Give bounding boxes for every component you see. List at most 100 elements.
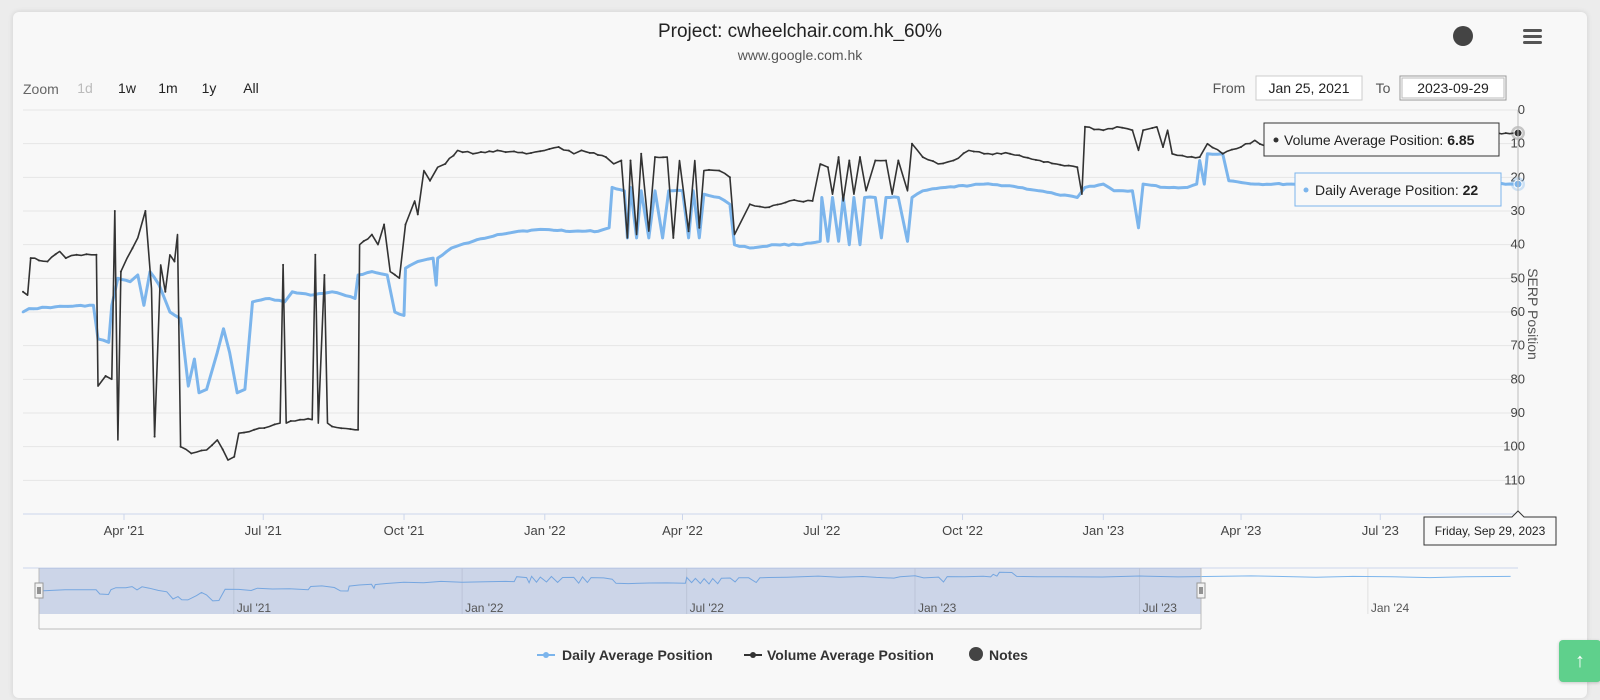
zoom-1m-button[interactable]: 1m bbox=[158, 80, 177, 96]
series-point bbox=[1258, 143, 1261, 145]
series-point bbox=[1059, 163, 1062, 166]
series-point bbox=[1240, 181, 1244, 184]
series-point bbox=[164, 290, 167, 293]
svg-text:Daily Average Position: 22: Daily Average Position: 22 bbox=[1315, 182, 1478, 198]
zoom-1d-button[interactable]: 1d bbox=[77, 80, 93, 96]
series-point bbox=[1265, 182, 1269, 186]
series-point bbox=[1026, 156, 1029, 159]
navigator[interactable]: Jul '21 Jan '22 Jul '22 Jan '23 Jul '23 Jan '… bbox=[23, 567, 1519, 630]
range-from-label: From bbox=[1213, 80, 1246, 96]
series-point bbox=[1162, 146, 1164, 148]
zoom-1w-button[interactable]: 1w bbox=[118, 80, 137, 96]
series-point bbox=[95, 253, 98, 256]
series-point bbox=[131, 247, 134, 250]
series-point bbox=[452, 154, 455, 157]
series-point bbox=[362, 240, 365, 243]
legend-item-volume[interactable]: Volume Average Position bbox=[744, 647, 934, 663]
series-point bbox=[906, 240, 909, 243]
series-point bbox=[483, 236, 487, 240]
range-from-input-box[interactable] bbox=[1255, 75, 1363, 101]
legend-item-notes[interactable]: Notes bbox=[969, 647, 1028, 663]
series-point bbox=[508, 231, 512, 235]
tooltip-volume-label: Volume Average Position: bbox=[1284, 132, 1447, 148]
series-point bbox=[911, 142, 913, 145]
series-point bbox=[1054, 192, 1058, 196]
series-point bbox=[723, 199, 726, 202]
x-tick-label: Jan '22 bbox=[524, 523, 566, 538]
series-point bbox=[1504, 132, 1507, 135]
series-point bbox=[961, 184, 964, 187]
series-point bbox=[892, 195, 896, 199]
series-point bbox=[1121, 126, 1124, 129]
series-point bbox=[416, 213, 419, 216]
series-point bbox=[211, 444, 213, 447]
series-point bbox=[584, 229, 588, 233]
series-point bbox=[995, 183, 999, 186]
hamburger-menu-icon[interactable] bbox=[1518, 21, 1548, 49]
series-point bbox=[935, 187, 938, 190]
navigator-mask[interactable] bbox=[39, 568, 1201, 614]
series-point bbox=[874, 196, 877, 199]
series-point bbox=[837, 156, 840, 159]
series-point bbox=[32, 307, 35, 311]
zoom-all-button[interactable]: All bbox=[243, 80, 259, 96]
series-point bbox=[153, 276, 156, 280]
series-point bbox=[962, 152, 965, 155]
series-point bbox=[874, 159, 877, 162]
series-point bbox=[253, 428, 256, 431]
series-point bbox=[1181, 154, 1184, 157]
series-point bbox=[863, 196, 866, 199]
series-point bbox=[1067, 164, 1070, 167]
series-point bbox=[1150, 184, 1153, 187]
series-point bbox=[242, 431, 245, 434]
series-point bbox=[811, 199, 814, 202]
series-point bbox=[640, 152, 643, 155]
x-tick-label: Oct '21 bbox=[384, 523, 425, 538]
range-from-input[interactable]: Jan 25, 2021 bbox=[1269, 80, 1350, 96]
series-point bbox=[551, 228, 555, 232]
series-point bbox=[450, 246, 453, 250]
series-point bbox=[1211, 153, 1214, 156]
navigator-handle-left[interactable] bbox=[34, 582, 44, 599]
series-point bbox=[1112, 189, 1116, 193]
series-point bbox=[1121, 189, 1125, 193]
crosshair-x-label: Friday, Sep 29, 2023 bbox=[1423, 510, 1557, 546]
series-point bbox=[426, 257, 430, 261]
series-point bbox=[654, 156, 656, 159]
series-point bbox=[190, 452, 193, 455]
series-line bbox=[22, 152, 1518, 395]
series-point bbox=[793, 199, 796, 201]
series-point bbox=[461, 151, 464, 154]
series-point bbox=[885, 159, 887, 162]
notes-dot-icon[interactable] bbox=[1453, 26, 1473, 46]
series-point bbox=[1171, 152, 1174, 155]
series-point bbox=[560, 228, 563, 232]
scroll-to-top-button[interactable]: ↑ bbox=[1559, 640, 1600, 682]
series-point bbox=[314, 253, 317, 256]
range-to-input[interactable]: 2023-09-29 bbox=[1417, 80, 1489, 96]
series-point bbox=[768, 206, 771, 209]
legend-item-daily[interactable]: Daily Average Position bbox=[537, 647, 713, 663]
series-point bbox=[1009, 152, 1011, 155]
series-point bbox=[1021, 186, 1024, 189]
series-point bbox=[972, 150, 975, 153]
series-point bbox=[1037, 189, 1041, 193]
series-point bbox=[987, 182, 990, 186]
navigator-tick-label: Jul '23 bbox=[1143, 601, 1178, 615]
x-tick-label: Apr '22 bbox=[662, 523, 703, 538]
series-point bbox=[1111, 127, 1114, 130]
series-point bbox=[273, 423, 276, 426]
series-point bbox=[200, 449, 203, 452]
series-point bbox=[596, 153, 599, 156]
zoom-1y-button[interactable]: 1y bbox=[202, 80, 217, 96]
series-point bbox=[317, 292, 321, 295]
range-to-input-box[interactable] bbox=[1399, 75, 1507, 101]
series-point bbox=[46, 260, 49, 263]
navigator-handle-right[interactable] bbox=[1196, 582, 1206, 599]
series-point bbox=[568, 230, 571, 233]
series-point bbox=[620, 159, 623, 162]
legend-notes-label: Notes bbox=[989, 647, 1028, 663]
series-point bbox=[113, 210, 116, 212]
series-point bbox=[92, 304, 95, 307]
